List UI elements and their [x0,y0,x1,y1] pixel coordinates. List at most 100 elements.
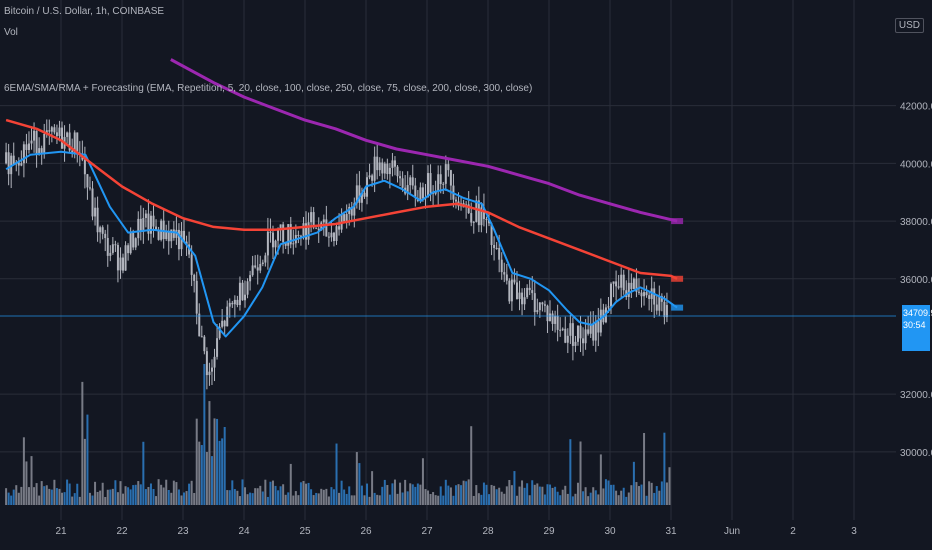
volume-bar [175,482,178,505]
moving-averages [5,58,684,338]
volume-bar [279,486,282,505]
volume-bar [521,480,524,505]
candle-body [167,232,170,242]
candle-body [414,185,417,198]
volume-bar [655,486,658,505]
volume-bar [198,441,201,505]
candle-body [363,192,366,197]
candle-body [210,367,213,372]
candle-body [119,257,122,271]
volume-bar [541,486,544,505]
volume-bar [579,441,582,505]
volume-bar [576,482,579,505]
volume-bar [363,495,366,505]
volume-bar [582,491,585,505]
volume-bar [297,495,300,505]
symbol-title[interactable]: Bitcoin / U.S. Dollar, 1h, COINBASE [4,6,165,17]
candle-body [355,185,358,204]
candle-body [106,237,109,256]
candle-body [637,291,640,293]
candle-body [437,174,440,192]
time-tick-label: 25 [299,526,311,537]
volume-bar [599,454,602,505]
volume-bar [91,495,94,505]
volume-bar [312,495,315,505]
candle-body [371,175,374,181]
volume-bar [460,485,463,505]
candle-body [551,313,554,324]
candle-body [241,282,244,301]
price-tick-label: 40000.00 [900,159,932,170]
volume-bar [132,485,135,505]
volume-bar [246,494,249,505]
candle-body [162,220,165,239]
volume-bar [551,487,554,505]
candle-body [30,140,33,144]
volume-bar [183,492,186,505]
volume-bar [244,487,247,505]
volume-bar [315,492,318,505]
volume-bar [467,479,470,505]
volume-bar [355,452,358,505]
candle-body [500,259,503,273]
candle-body [536,310,539,313]
candle-body [35,130,38,155]
candle-body [104,233,107,238]
volume-bar [50,489,53,505]
candle-body [515,282,518,300]
candle-body [73,132,76,155]
volume-bar [391,483,394,505]
volume-bar [284,494,287,505]
volume-bar [249,492,252,505]
candle-body [526,287,529,298]
candle-body [99,227,102,233]
time-tick-label: 24 [238,526,250,537]
candle-body [610,283,613,307]
candle-body [620,274,623,288]
candle-body [183,230,186,242]
candle-body [378,162,381,171]
currency-button[interactable]: USD [894,18,924,33]
candle-body [205,351,208,376]
volume-bar [421,458,424,505]
price-axis[interactable] [896,0,932,550]
volume-bar [612,484,615,505]
volume-bar [299,482,302,505]
volume-bar [414,486,417,505]
volume-bar [190,480,193,505]
volume-bar [564,485,567,505]
candle-body [645,292,648,296]
candle-body [254,265,257,268]
time-tick-label: 28 [482,526,494,537]
volume-bar [345,493,348,505]
candle-body [658,295,661,311]
candle-body [665,305,668,318]
volume-bar [439,486,442,505]
candle-body [5,152,8,164]
volume-bar [559,495,562,505]
volume-bar [119,481,122,505]
volume-bar [498,487,501,505]
time-tick-label: 30 [604,526,616,537]
volume-bar [127,487,130,505]
time-axis[interactable] [0,520,932,550]
volume-bar [223,426,226,505]
candle-body [635,278,638,292]
candle-body [322,219,325,223]
volume-bar [254,488,257,505]
volume-bar [515,495,518,505]
volume-bar [475,485,478,505]
candle-body [218,326,221,339]
volume-bar [442,495,445,505]
volume-bar [419,484,422,505]
candle-body [449,170,452,186]
volume-label[interactable]: Vol [4,27,18,38]
candle-body [338,226,341,230]
volume-bar [470,426,473,505]
indicator-legend[interactable]: 6EMA/SMA/RMA + Forecasting (EMA, Repetit… [4,83,533,94]
candle-body [114,244,117,246]
volume-bar [432,492,435,505]
volume-bar [665,482,668,505]
